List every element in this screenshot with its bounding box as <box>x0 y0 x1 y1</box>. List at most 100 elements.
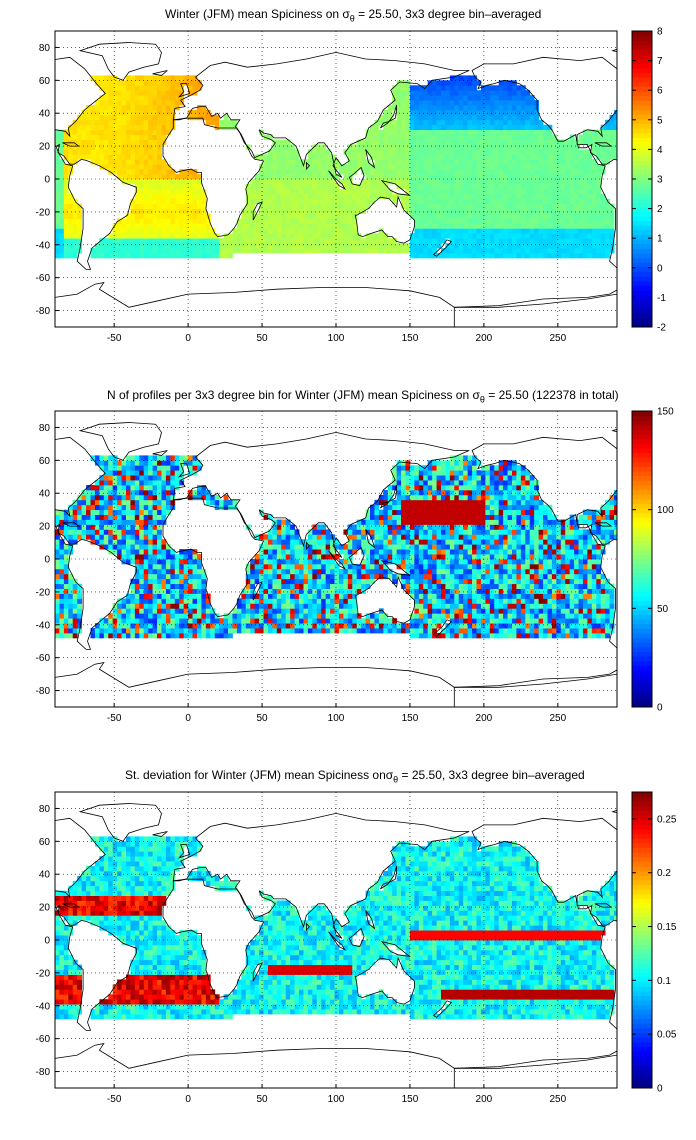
heatmap-cell <box>454 174 460 180</box>
heatmap-cell <box>467 124 473 131</box>
heatmap-cell <box>445 183 451 190</box>
heatmap-cell <box>250 559 256 565</box>
colorbar-swatch <box>632 308 652 314</box>
heatmap-cell <box>143 109 149 116</box>
heatmap-cell <box>121 149 127 155</box>
heatmap-cell <box>454 169 460 175</box>
heatmap-cell <box>321 248 327 254</box>
heatmap-cell <box>582 208 588 214</box>
heatmap-cell <box>285 573 291 580</box>
heatmap-cell <box>201 578 207 585</box>
heatmap-cell <box>94 489 100 496</box>
heatmap-cell <box>574 188 579 195</box>
heatmap-cell <box>307 608 313 614</box>
heatmap-cell <box>94 105 100 111</box>
heatmap-cell <box>68 134 74 140</box>
heatmap-cell <box>130 80 136 86</box>
heatmap-cell <box>272 623 278 629</box>
heatmap-cell <box>352 238 358 244</box>
heatmap-cell <box>157 233 162 239</box>
heatmap-cell <box>503 105 508 111</box>
heatmap-cell <box>103 524 109 530</box>
heatmap-cell <box>259 563 264 570</box>
heatmap-cell <box>299 578 304 585</box>
heatmap-cell <box>188 489 193 496</box>
heatmap-cell <box>130 544 136 550</box>
heatmap-cell <box>59 549 65 555</box>
heatmap-cell <box>361 154 366 160</box>
heatmap-cell <box>458 218 464 224</box>
heatmap-cell <box>103 134 109 140</box>
heatmap-cell <box>170 598 176 604</box>
heatmap-cell <box>210 633 216 639</box>
heatmap-cell <box>192 183 198 190</box>
heatmap-cell <box>72 129 78 135</box>
heatmap-cell <box>600 218 606 224</box>
heatmap-cell <box>529 129 535 135</box>
heatmap-cell <box>228 238 233 244</box>
heatmap-cell <box>516 228 522 234</box>
heatmap-cell <box>285 519 291 525</box>
colorbar-swatch <box>632 257 652 263</box>
heatmap-cell <box>112 233 118 239</box>
heatmap-cell <box>578 248 584 254</box>
heatmap-cell <box>68 514 74 520</box>
heatmap-cell <box>383 504 389 511</box>
heatmap-cell <box>441 114 446 121</box>
heatmap-cell <box>63 139 69 145</box>
heatmap-cell <box>68 583 74 589</box>
heatmap-cell <box>139 174 145 180</box>
heatmap-cell <box>99 494 105 501</box>
heatmap-cell <box>361 183 366 190</box>
heatmap-cell <box>365 544 371 550</box>
heatmap-cell <box>551 188 557 195</box>
heatmap-cell <box>179 75 185 81</box>
heatmap-cell <box>77 519 83 525</box>
heatmap-cell <box>582 233 588 239</box>
heatmap-cell <box>605 228 611 234</box>
heatmap-cell <box>112 524 118 530</box>
heatmap-cell <box>192 80 198 86</box>
heatmap-cell <box>441 233 446 239</box>
heatmap-cell <box>463 80 469 86</box>
heatmap-cell <box>569 213 575 219</box>
heatmap-cell <box>307 623 313 629</box>
heatmap-cell <box>321 233 327 239</box>
heatmap-cell <box>449 80 455 86</box>
y-tick-label: 40 <box>39 109 51 120</box>
colorbar-swatch <box>632 151 652 157</box>
heatmap-cell <box>130 95 136 101</box>
heatmap-cell <box>152 80 158 86</box>
heatmap-cell <box>330 598 335 604</box>
heatmap-cell <box>365 509 371 515</box>
heatmap-cell <box>267 208 273 214</box>
colorbar-swatch <box>632 114 652 120</box>
heatmap-cell <box>68 633 74 639</box>
heatmap-cell <box>516 174 522 180</box>
heatmap-cell <box>392 465 398 471</box>
heatmap-cell <box>94 124 100 131</box>
heatmap-cell <box>250 228 256 234</box>
heatmap-cell <box>179 470 185 476</box>
heatmap-cell <box>294 174 300 180</box>
heatmap-cell <box>72 253 78 259</box>
heatmap-cell <box>423 253 429 259</box>
heatmap-cell <box>343 183 349 190</box>
heatmap-cell <box>267 608 273 614</box>
heatmap-cell <box>148 573 154 580</box>
heatmap-cell <box>418 119 424 126</box>
heatmap-cell <box>272 549 278 555</box>
heatmap-cell <box>285 179 291 185</box>
heatmap-cell <box>157 480 162 486</box>
heatmap-cell <box>294 568 300 575</box>
heatmap-cell <box>307 238 313 244</box>
heatmap-cell <box>494 233 500 239</box>
heatmap-cell <box>321 573 327 580</box>
heatmap-cell <box>520 134 526 140</box>
heatmap-cell <box>476 80 482 86</box>
heatmap-cell <box>232 124 238 131</box>
heatmap-cell <box>560 198 566 205</box>
heatmap-cell <box>294 188 300 195</box>
heatmap-cell <box>72 223 78 229</box>
heatmap-cell <box>161 213 167 219</box>
